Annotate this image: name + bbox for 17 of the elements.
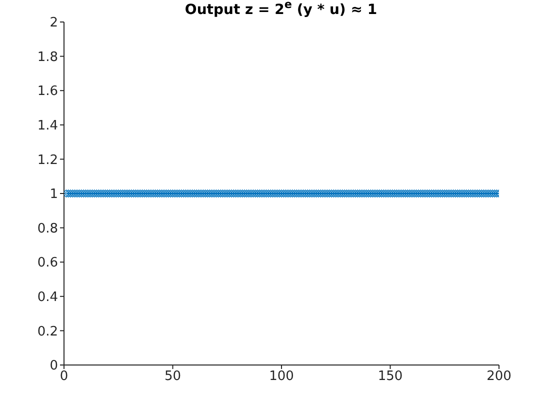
x-tick-label: 0 [60,369,68,384]
y-tick-label: 0.4 [37,290,58,306]
y-tick-label: 0.2 [37,324,58,340]
y-tick-label: 2 [50,16,58,31]
y-tick-label: 1.6 [37,84,58,100]
y-tick-label: 0.8 [37,221,58,236]
y-tick-label: 0 [50,358,58,374]
y-tick-label: 1.8 [37,50,58,65]
y-tick-label: 0.6 [37,256,58,271]
y-tick-label: 1 [50,187,58,202]
chart-title: Output z = 2$^{e}$ (y * u) ≈ 1 [184,0,378,18]
y-tick-label: 1.2 [37,152,58,168]
x-tick-label: 150 [378,369,403,384]
x-tick-label: 100 [269,369,294,384]
y-tick-label: 1.4 [37,118,58,134]
x-tick-label: 50 [164,369,182,384]
x-tick-label: 200 [486,369,512,384]
